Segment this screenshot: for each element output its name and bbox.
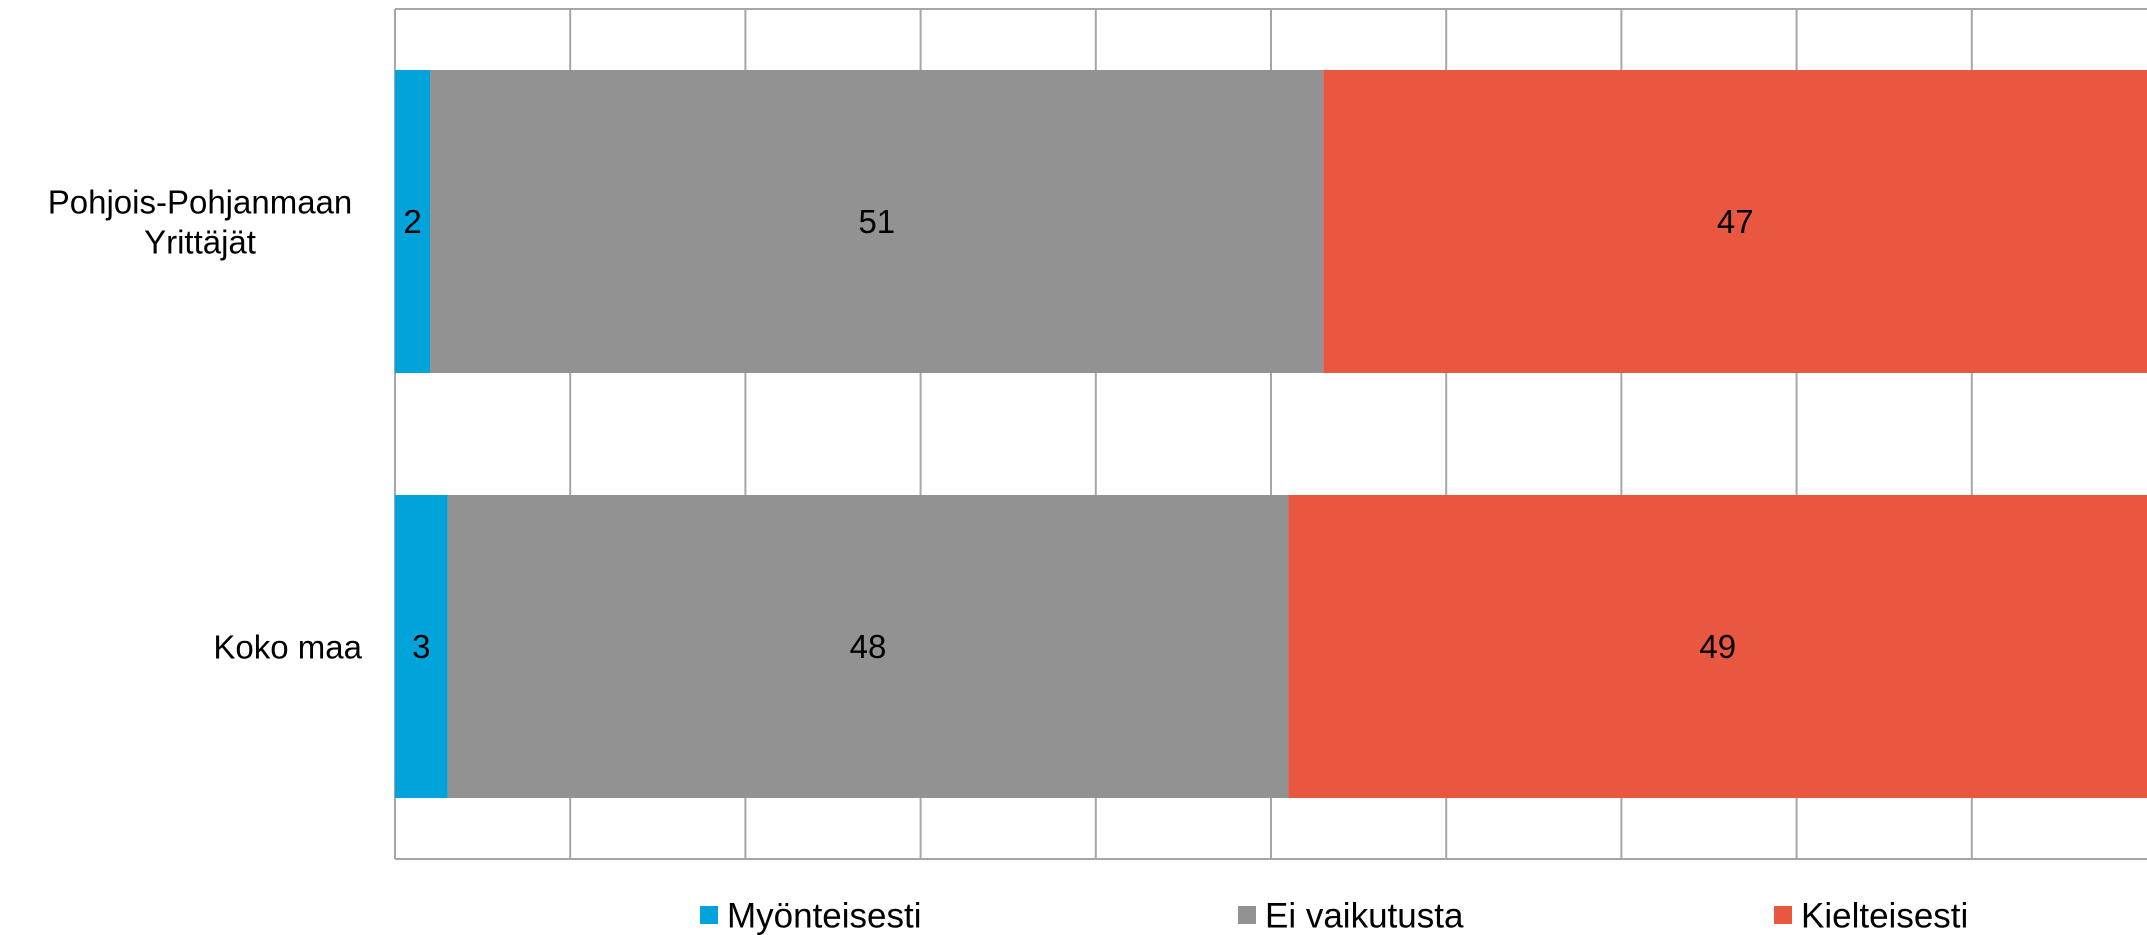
bar-ei-vaikutusta-koko-maa [447,495,1289,798]
data-label-kielteisesti-koko-maa: 49 [1699,628,1736,665]
bar-myonteisesti-pohjois-pohjanmaan-yrittajat [395,70,431,373]
chart-bars: 2 51 47 3 48 49 [395,70,2147,798]
data-label-ei-vaikutusta-pohjois-pohjanmaan-yrittajat: 51 [858,203,895,240]
legend-label-myonteisesti: Myönteisesti [727,897,922,935]
data-label-myonteisesti-pohjois-pohjanmaan-yrittajat: 2 [403,203,421,240]
legend-swatch-myonteisesti [700,906,718,924]
legend-label-ei-vaikutusta: Ei vaikutusta [1265,897,1464,935]
bar-ei-vaikutusta-pohjois-pohjanmaan-yrittajat [430,70,1324,373]
category-label-pohjois-pohjanmaan-yrittajat: Pohjois-Pohjanmaan Yrittäjät [48,183,353,260]
data-label-kielteisesti-pohjois-pohjanmaan-yrittajat: 47 [1717,203,1754,240]
bar-kielteisesti-koko-maa [1288,495,2147,798]
legend-swatch-ei-vaikutusta [1238,906,1256,924]
bar-kielteisesti-pohjois-pohjanmaan-yrittajat [1323,70,2147,373]
legend-swatch-kielteisesti [1774,906,1792,924]
legend-label-kielteisesti: Kielteisesti [1801,897,1968,935]
category-labels: Pohjois-Pohjanmaan Yrittäjät Koko maa [48,183,363,665]
category-label-koko-maa: Koko maa [213,628,362,665]
data-label-myonteisesti-koko-maa: 3 [412,628,430,665]
bar-myonteisesti-koko-maa [395,495,448,798]
data-label-ei-vaikutusta-koko-maa: 48 [850,628,887,665]
chart-legend: Myönteisesti Ei vaikutusta Kielteisesti [700,897,1968,935]
